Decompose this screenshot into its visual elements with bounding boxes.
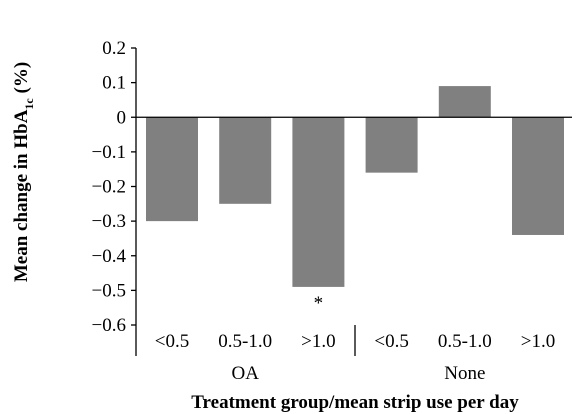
x-tick-label: 0.5-1.0 [218,331,272,352]
y-tick-label: 0 [117,107,127,128]
group-label: None [444,363,485,384]
group-label: OA [231,363,259,384]
y-axis: 0.2 0.1 0 −0.1 −0.2 −0.3 −0.4 −0.5 −0.6 [92,38,137,336]
x-axis: <0.5 0.5-1.0 >1.0 <0.5 0.5-1.0 >1.0 OA None [135,325,555,384]
y-axis-title: Mean change in HbA1c (%) [11,62,36,282]
y-tick-label: −0.5 [92,280,126,301]
x-tick-label: <0.5 [155,331,189,352]
bar [438,86,491,118]
y-axis-title-main: Mean change in HbA [11,109,32,282]
y-tick-label: −0.2 [92,177,126,198]
bar [512,117,564,235]
bar [365,117,418,173]
y-tick-label: −0.1 [92,142,126,163]
y-tick-label: −0.3 [92,211,126,232]
x-tick-label: >1.0 [301,331,335,352]
x-tick-label: <0.5 [374,331,408,352]
y-tick-label: 0.1 [102,73,126,94]
x-axis-title: Treatment group/mean strip use per day [191,392,519,413]
bar [219,117,272,204]
significance-marker: * [314,293,324,314]
y-tick-label: 0.2 [102,38,126,59]
y-tick-label: −0.4 [92,246,127,267]
x-tick-label: 0.5-1.0 [438,331,492,352]
bars: * [136,86,572,314]
y-axis-title-subscript: 1c [22,98,36,110]
x-tick-label: >1.0 [521,331,555,352]
bar [292,117,345,287]
bar [146,117,198,222]
y-axis-title-suffix: (%) [11,62,32,98]
y-tick-label: −0.6 [92,315,126,336]
